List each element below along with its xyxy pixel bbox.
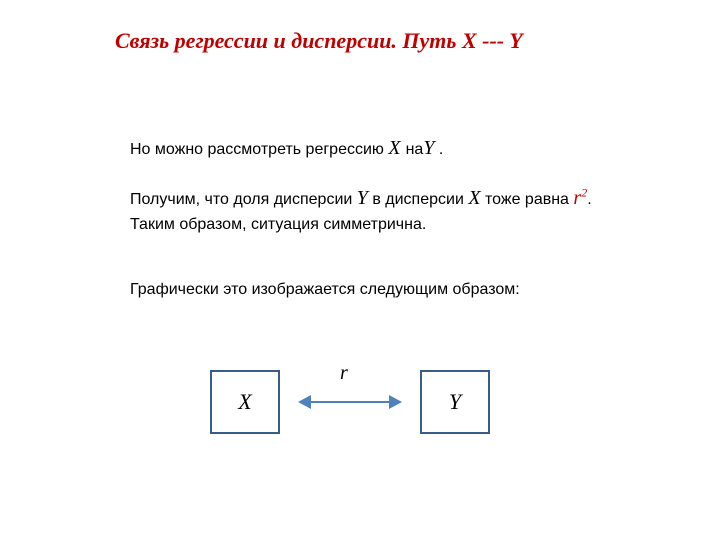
r-label: r bbox=[340, 362, 348, 385]
variable-x: X bbox=[388, 137, 405, 159]
text-fragment: на bbox=[406, 141, 424, 158]
text-line-1: Но можно рассмотреть регрессию X наY . bbox=[130, 135, 443, 161]
text-fragment: тоже равна bbox=[481, 191, 574, 208]
text-fragment: . bbox=[434, 141, 443, 158]
text-fragment: в дисперсии bbox=[368, 191, 468, 208]
variable-x: X bbox=[468, 187, 480, 209]
text-line-2: Получим, что доля дисперсии Y в дисперси… bbox=[130, 185, 592, 211]
variable-y: Y bbox=[423, 137, 434, 159]
double-arrow-icon bbox=[298, 392, 402, 412]
box-y: Y bbox=[420, 370, 490, 434]
slide-title: Связь регрессии и дисперсии. Путь X --- … bbox=[115, 28, 523, 54]
box-x-label: X bbox=[238, 389, 251, 415]
arrow-line-icon bbox=[310, 401, 390, 403]
text-fragment: Получим, что доля дисперсии bbox=[130, 191, 357, 208]
variable-y: Y bbox=[357, 187, 368, 209]
arrow-head-right-icon bbox=[389, 395, 402, 409]
box-x: X bbox=[210, 370, 280, 434]
r-squared: r2 bbox=[573, 187, 587, 209]
text-line-3: Таким образом, ситуация симметрична. bbox=[130, 215, 426, 236]
text-fragment: . bbox=[587, 191, 591, 208]
text-fragment: Но можно рассмотреть регрессию bbox=[130, 141, 388, 158]
slide: Связь регрессии и дисперсии. Путь X --- … bbox=[0, 0, 720, 540]
box-y-label: Y bbox=[449, 389, 461, 415]
text-line-4: Графически это изображается следующим об… bbox=[130, 280, 520, 301]
diagram: X Y r bbox=[210, 360, 530, 450]
